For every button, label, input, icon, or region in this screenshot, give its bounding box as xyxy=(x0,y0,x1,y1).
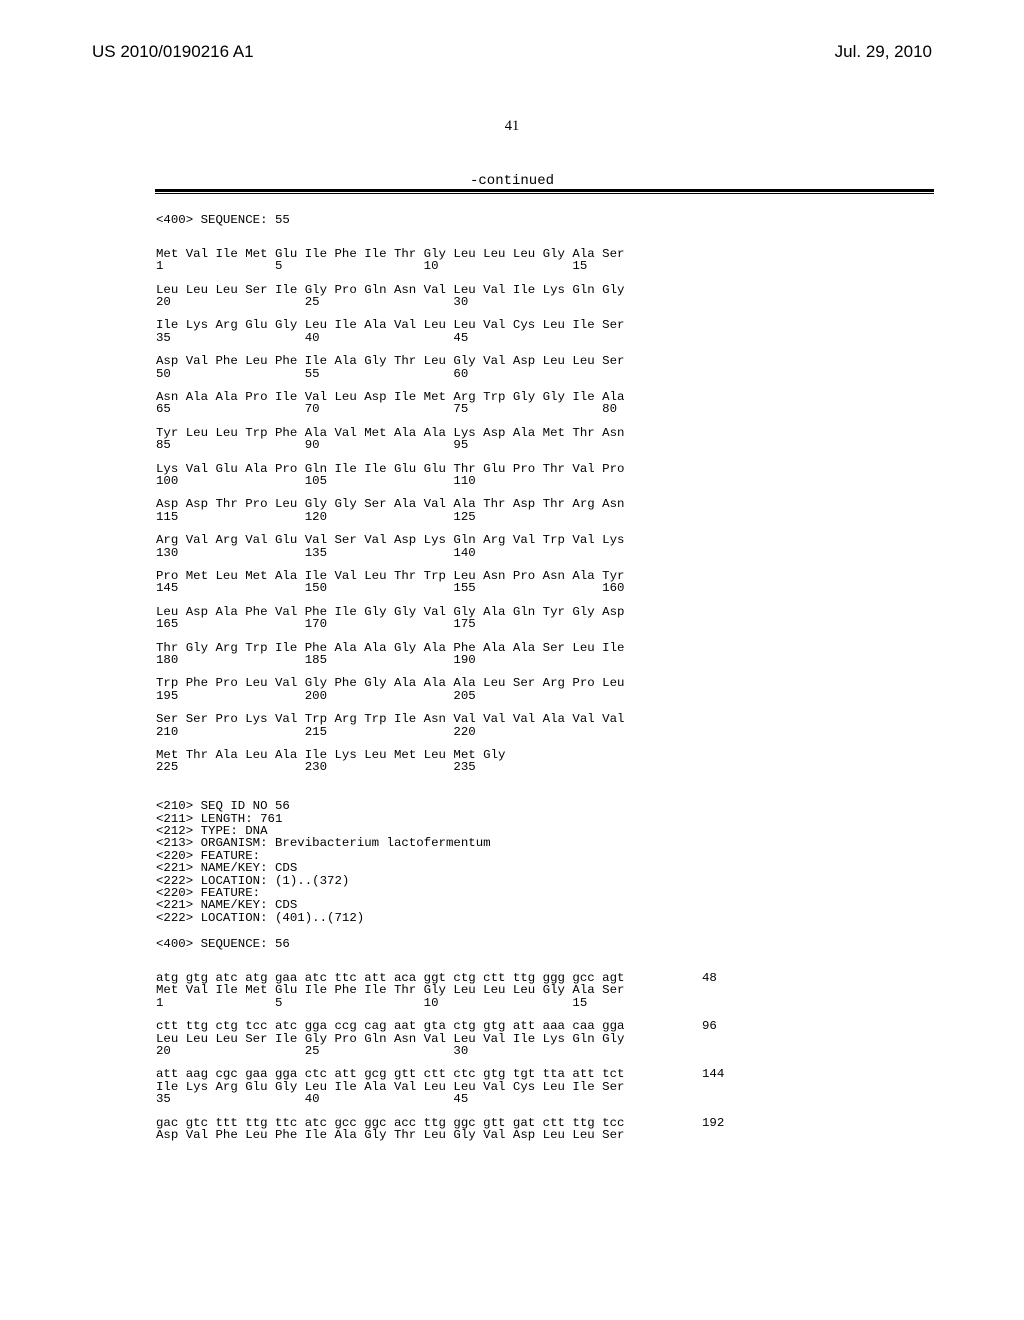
seq55-num-row: 225 230 235 xyxy=(156,761,476,773)
seq55-num-row: 210 215 220 xyxy=(156,726,476,738)
seq56-nt-row: att aag cgc gaa gga ctc att gcg gtt ctt … xyxy=(156,1068,624,1080)
seq55-num-row: 130 135 140 xyxy=(156,547,476,559)
publication-number: US 2010/0190216 A1 xyxy=(92,42,254,62)
seq55-header: <400> SEQUENCE: 55 xyxy=(156,214,290,226)
seq56-nt-row: ctt ttg ctg tcc atc gga ccg cag aat gta … xyxy=(156,1020,624,1032)
seq56-meta: <221> NAME/KEY: CDS xyxy=(156,862,297,874)
seq55-num-row: 85 90 95 xyxy=(156,439,468,451)
nt-position: 192 xyxy=(702,1117,724,1129)
seq55-aa-row: Trp Phe Pro Leu Val Gly Phe Gly Ala Ala … xyxy=(156,677,624,689)
seq55-num-row: 115 120 125 xyxy=(156,511,476,523)
seq55-num-row: 165 170 175 xyxy=(156,618,476,630)
seq55-aa-row: Asp Val Phe Leu Phe Ile Ala Gly Thr Leu … xyxy=(156,355,624,367)
page-header: US 2010/0190216 A1 Jul. 29, 2010 xyxy=(0,42,1024,62)
nt-position: 48 xyxy=(702,972,717,984)
seq55-aa-row: Asp Asp Thr Pro Leu Gly Gly Ser Ala Val … xyxy=(156,498,624,510)
seq56-num-row: 20 25 30 xyxy=(156,1045,468,1057)
seq56-num-row: 1 5 10 15 xyxy=(156,997,587,1009)
seq56-meta: <222> LOCATION: (401)..(712) xyxy=(156,912,364,924)
seq55-num-row: 50 55 60 xyxy=(156,368,468,380)
seq55-num-row: 65 70 75 80 xyxy=(156,403,617,415)
seq55-num-row: 145 150 155 160 xyxy=(156,582,624,594)
seq55-num-row: 20 25 30 xyxy=(156,296,468,308)
nt-position: 144 xyxy=(702,1068,724,1080)
seq55-aa-row: Ser Ser Pro Lys Val Trp Arg Trp Ile Asn … xyxy=(156,713,624,725)
seq56-meta: <213> ORGANISM: Brevibacterium lactoferm… xyxy=(156,837,491,849)
continued-label: -continued xyxy=(0,173,1024,189)
seq55-num-row: 180 185 190 xyxy=(156,654,476,666)
rule-top xyxy=(155,189,934,192)
seq55-aa-row: Arg Val Arg Val Glu Val Ser Val Asp Lys … xyxy=(156,534,624,546)
seq55-num-row: 35 40 45 xyxy=(156,332,468,344)
seq56-aa-row: Asp Val Phe Leu Phe Ile Ala Gly Thr Leu … xyxy=(156,1129,624,1141)
seq55-num-row: 195 200 205 xyxy=(156,690,476,702)
seq56-meta: <221> NAME/KEY: CDS xyxy=(156,899,297,911)
seq55-num-row: 1 5 10 15 xyxy=(156,260,587,272)
seq56-aa-row: Met Val Ile Met Glu Ile Phe Ile Thr Gly … xyxy=(156,984,624,996)
publication-date: Jul. 29, 2010 xyxy=(835,42,932,62)
seq56-num-row: 35 40 45 xyxy=(156,1093,468,1105)
rule-bottom xyxy=(155,193,934,194)
nt-position: 96 xyxy=(702,1020,717,1032)
seq55-num-row: 100 105 110 xyxy=(156,475,476,487)
seq56-meta: <210> SEQ ID NO 56 xyxy=(156,800,290,812)
seq55-aa-row: Ile Lys Arg Glu Gly Leu Ile Ala Val Leu … xyxy=(156,319,624,331)
page-number: 41 xyxy=(0,118,1024,135)
seq56-header: <400> SEQUENCE: 56 xyxy=(156,938,290,950)
